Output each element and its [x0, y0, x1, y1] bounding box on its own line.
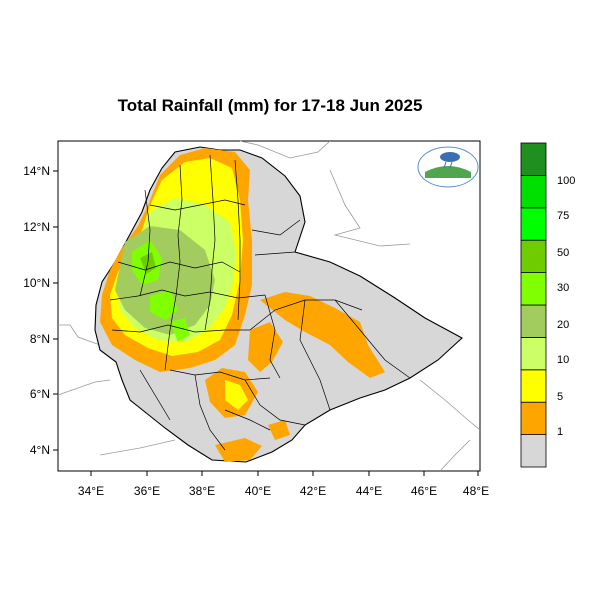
legend-swatch [520, 272, 547, 306]
legend-swatch [520, 239, 547, 273]
lat-label-12n: 12°N [23, 220, 50, 234]
legend-swatch [520, 434, 547, 468]
legend-swatch [520, 174, 547, 209]
legend-swatch [520, 142, 547, 176]
lon-label-36e: 36°E [134, 484, 160, 498]
lon-label-42e: 42°E [300, 484, 326, 498]
lat-label-14n: 14°N [23, 164, 50, 178]
legend-label-1: 1 [557, 426, 563, 438]
legend-swatch [520, 207, 547, 241]
legend-swatch [520, 369, 547, 403]
lon-label-40e: 40°E [245, 484, 271, 498]
institute-logo [417, 146, 479, 188]
legend-label-50: 50 [557, 247, 569, 259]
lat-axis [53, 170, 58, 451]
lat-label-6n: 6°N [30, 387, 50, 401]
legend-label-30: 30 [557, 282, 569, 294]
legend-label-20: 20 [557, 319, 569, 331]
legend-label-75: 75 [557, 210, 569, 222]
neighbor-borders [57, 140, 481, 472]
lon-label-34e: 34°E [78, 484, 104, 498]
legend-label-5: 5 [557, 391, 563, 403]
lon-label-44e: 44°E [356, 484, 382, 498]
lat-label-10n: 10°N [23, 276, 50, 290]
lon-label-48e: 48°E [463, 484, 489, 498]
legend-label-100: 100 [557, 175, 575, 187]
legend-swatch [520, 401, 547, 436]
legend-swatch [520, 336, 547, 371]
lon-label-38e: 38°E [189, 484, 215, 498]
legend-swatch [520, 304, 547, 338]
lat-label-8n: 8°N [30, 332, 50, 346]
lon-label-46e: 46°E [411, 484, 437, 498]
legend-label-10: 10 [557, 354, 569, 366]
legend-bar [520, 142, 547, 468]
map-title: Total Rainfall (mm) for 17-18 Jun 2025 [117, 96, 423, 115]
lon-axis [90, 471, 479, 476]
lat-label-4n: 4°N [30, 443, 50, 457]
admin-borders [109, 154, 411, 451]
